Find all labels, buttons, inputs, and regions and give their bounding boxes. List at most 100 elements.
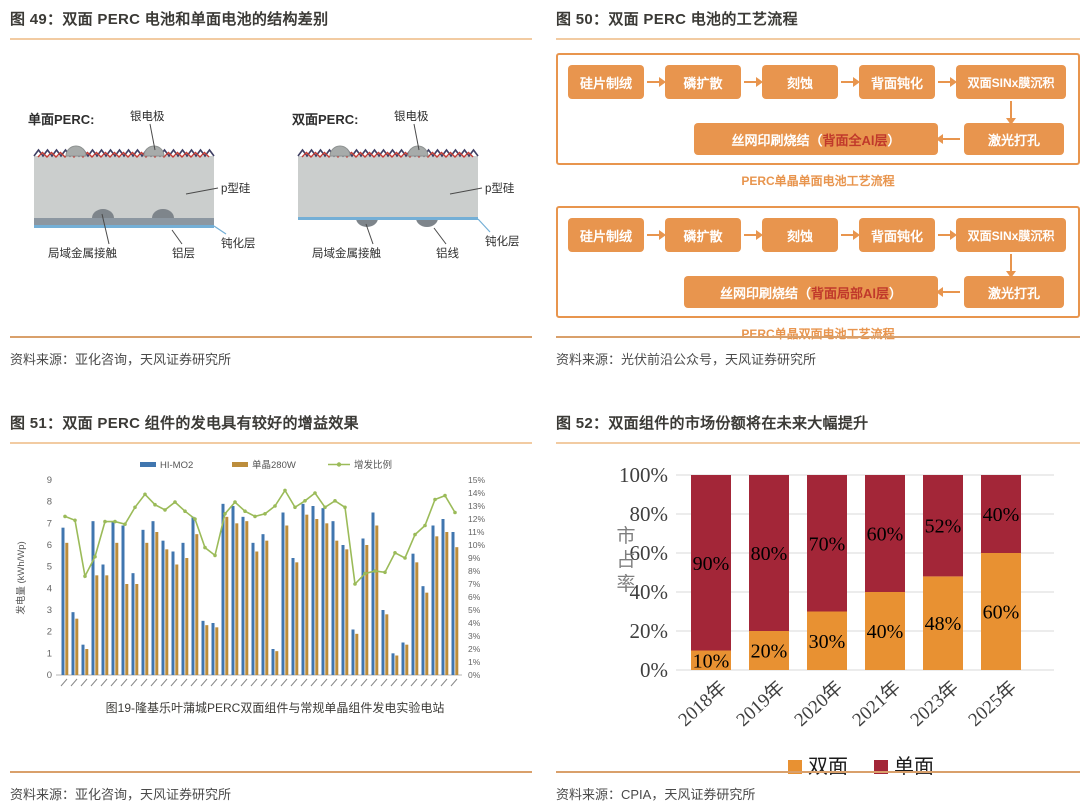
svg-text:8%: 8% [468,566,481,576]
x-axis-category-label: 2020年 [790,676,847,731]
local-contact-bump [92,209,114,218]
figure-52-source-block: 资料来源：CPIA，天风证券研究所 [556,771,1080,803]
process-step-screen-print: 丝网印刷烧结（ 背面全Al层） [694,123,938,155]
silver-electrode-label: 银电极 [130,109,165,123]
source-divider [10,336,532,338]
chart-legend: HI-MO2 单晶280W 增发比例 [140,459,392,471]
callout-line [149,123,156,151]
aluminum-label: 铝层 [172,246,195,260]
svg-text:100%: 100% [619,463,668,487]
process-step-diffusion: 磷扩散 [665,218,741,252]
market-share-chart: 0% 20% 40% 60% 80% 100% 市占率 10% 90% 2018年 20% 80% 20… [556,450,1080,795]
bifacial-value-label: 60% [983,602,1020,624]
p-type-silicon-label: p型硅 [485,181,515,195]
svg-text:10%: 10% [468,540,485,550]
screen-print-text: 丝网印刷烧结（ [719,285,811,301]
svg-text:1%: 1% [468,657,481,667]
arrow-right-icon [841,77,860,87]
bifacial-perc-label: 双面PERC: [292,112,358,127]
generation-gain-chart-svg: HI-MO2 单晶280W 增发比例 0 1 2 3 4 5 6 7 8 9 0% 1% 2% 3% 4% 5% 6%… [15,459,486,715]
arrow-right-icon [647,230,666,240]
textured-surface-dark [33,148,215,158]
monofacial-value-label: 70% [809,533,846,555]
svg-text:60%: 60% [630,541,669,565]
silver-electrode-bump [407,145,429,157]
process-step-texturing: 硅片制绒 [568,65,644,99]
arrow-right-icon [841,230,860,240]
process-step-diffusion: 磷扩散 [665,65,741,99]
bars-hi-mo2 [61,503,455,675]
monofacial-value-label: 60% [867,524,904,546]
bifacial-segment [807,611,847,670]
textured-surface-dark [297,148,479,158]
mono-facial-process-flow: 硅片制绒 磷扩散 刻蚀 背面钝化 双面SINx膜沉积 丝网印刷烧结（ 背面全Al层… [556,53,1080,189]
process-step-sinx-deposition: 双面SINx膜沉积 [956,65,1066,99]
callout-line [433,227,447,245]
y-axis-label: 市占率 [616,525,635,595]
arrow-right-icon [938,230,957,240]
svg-text:0%: 0% [468,670,481,680]
figure-49-title: 图 49：双面 PERC 电池和单面电池的结构差别 [10,4,532,40]
process-step-etching: 刻蚀 [762,218,838,252]
bifacial-perc-diagram: 双面PERC: 银电极 p型硅 钝化层 铝线 局域金属接触 [292,109,520,260]
svg-text:5: 5 [47,562,52,573]
callout-line [449,187,483,195]
svg-text:占: 占 [616,549,635,571]
svg-text:40%: 40% [630,580,669,604]
callout-line [171,229,183,245]
figure-50-source: 资料来源：光伏前沿公众号，天风证券研究所 [556,352,817,367]
svg-text:7: 7 [47,518,52,529]
svg-text:20%: 20% [630,619,669,643]
axis-ticks: 0 1 2 3 4 5 6 7 8 9 0% 1% 2% 3% 4% 5% 6% 7% 8% 9% 10% 11% 12% 1… [47,475,486,681]
process-step-texturing: 硅片制绒 [568,218,644,252]
process-step-etching: 刻蚀 [762,65,838,99]
monofacial-value-label: 52% [925,516,962,538]
svg-text:率: 率 [616,573,635,595]
p-type-silicon-label: p型硅 [221,181,251,195]
local-contact-bump [152,209,174,218]
y-axis-label: 发电量 (kWh/Wp) [15,541,27,614]
process-step-screen-print: 丝网印刷烧结（ 背面局部Al层） [684,276,938,308]
arrow-left-icon [936,134,960,144]
process-step-rear-passivation: 背面钝化 [859,65,935,99]
single-perc-label: 单面PERC: [28,112,94,127]
local-contact-label: 局域金属接触 [48,246,117,260]
source-divider [10,771,532,773]
monofacial-segment [865,475,905,592]
silver-electrode-label: 银电极 [394,109,429,123]
callout-line [213,225,227,235]
local-al-layer-text: 背面局部Al层 [810,285,889,301]
stacked-bars: 10% 90% 2018年 20% 80% 2019年 30% 70% 2020年 40% 60% 2… [674,475,1021,731]
figure-51-title: 图 51：双面 PERC 组件的发电具有较好的增益效果 [10,408,532,444]
svg-text:5%: 5% [468,605,481,615]
svg-text:增发比例: 增发比例 [354,459,392,471]
arrow-right-icon [938,77,957,87]
svg-text:0: 0 [47,670,52,681]
callout-line [101,213,110,245]
svg-text:9%: 9% [468,553,481,563]
silver-electrode-bump [329,145,351,157]
chart-caption: 图19-隆基乐叶蒲城PERC双面组件与常规单晶组件发电实验电站 [106,700,445,715]
figure-52-source: 资料来源：CPIA，天风证券研究所 [556,787,756,802]
svg-text:2%: 2% [468,644,481,654]
bifacial-segment [691,650,731,670]
figure-51-source-block: 资料来源：亚化咨询，天风证券研究所 [10,771,532,803]
arrow-down-icon [1006,101,1016,125]
svg-text:8: 8 [47,497,52,508]
monofacial-value-label: 40% [983,504,1020,526]
figure-49-source-block: 资料来源：亚化咨询，天风证券研究所 [10,336,532,368]
silver-electrode-bump [65,145,87,157]
monofacial-segment [749,475,789,631]
silicon-body [298,156,478,218]
figure-49-source: 资料来源：亚化咨询，天风证券研究所 [10,352,232,367]
figure-51-source: 资料来源：亚化咨询，天风证券研究所 [10,787,232,802]
arrow-right-icon [647,77,666,87]
x-tick-marks [60,678,458,687]
bifacial-value-label: 40% [867,621,904,643]
x-axis-category-label: 2019年 [732,676,789,731]
bifacial-segment [981,553,1021,670]
x-axis-category-label: 2023年 [906,676,963,731]
gain-ratio-line [63,488,457,586]
svg-text:4: 4 [47,583,52,594]
market-share-chart-svg: 0% 20% 40% 60% 80% 100% 市占率 10% 90% 2018年 20% 80% 20… [616,463,1054,778]
